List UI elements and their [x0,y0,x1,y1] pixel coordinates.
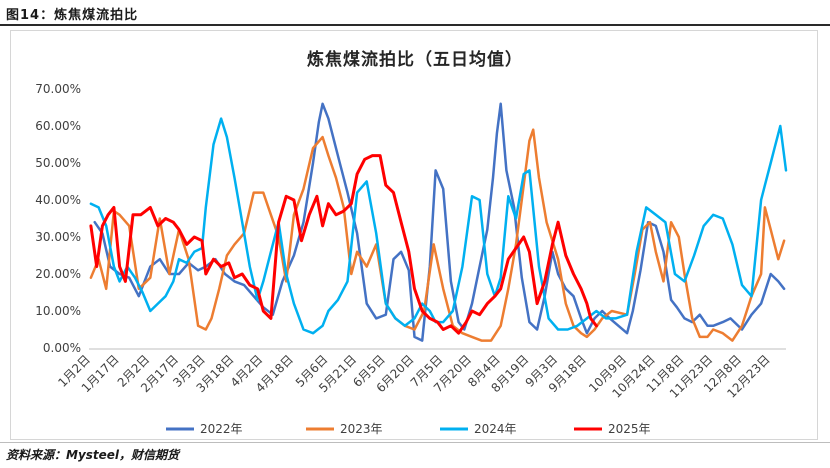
chart-canvas: 炼焦煤流拍比（五日均值） 0.00% 10.00% 20.00% 30.00% 40.0… [35,49,788,436]
y-tick-label: 0.00% [43,341,81,355]
chart-title: 炼焦煤流拍比（五日均值） [307,49,523,70]
series-line-2022年 [93,102,786,342]
legend-label: 2022年 [200,422,243,436]
series-line-2024年 [89,117,788,335]
series-layer [89,102,788,342]
top-rule [0,24,830,26]
series-line-2023年 [89,128,786,342]
legend-label: 2023年 [340,422,383,436]
y-axis: 0.00% 10.00% 20.00% 30.00% 40.00% 50.00% 60.00… [35,82,81,355]
y-tick-label: 10.00% [35,304,81,318]
bottom-rule [0,442,830,443]
legend: 2022年 2023年 2024年 2025年 [166,422,651,436]
legend-label: 2024年 [474,422,517,436]
source-note: 资料来源：Mysteel，财信期货 [6,448,180,462]
y-tick-label: 30.00% [35,230,81,244]
y-tick-label: 70.00% [35,82,81,96]
y-tick-label: 20.00% [35,267,81,281]
x-axis: 1月2日1月17日2月2日2月17日3月3日3月18日4月2日4月18日5月6日… [55,348,786,401]
chart-frame: 炼焦煤流拍比（五日均值） 0.00% 10.00% 20.00% 30.00% 40.0… [10,30,818,440]
y-tick-label: 40.00% [35,193,81,207]
legend-label: 2025年 [608,422,651,436]
series-line-2025年 [89,154,598,335]
y-tick-label: 50.00% [35,156,81,170]
figure-label: 图14：炼焦煤流拍比 [6,8,139,23]
y-tick-label: 60.00% [35,119,81,133]
